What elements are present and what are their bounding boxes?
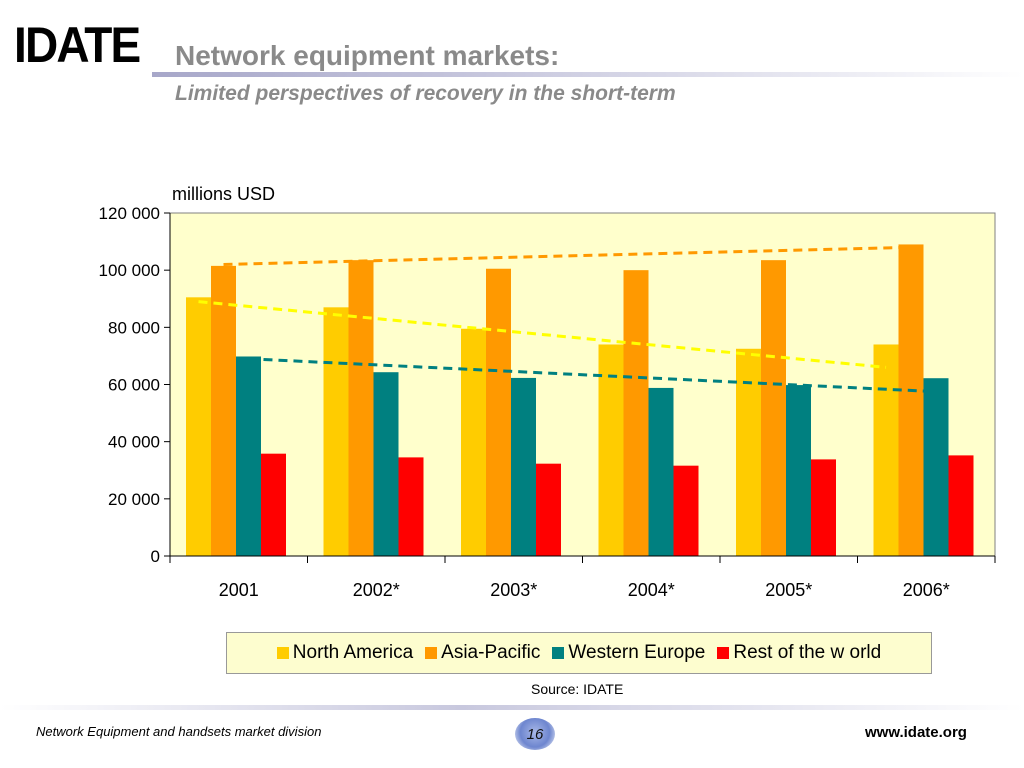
source-note: Source: IDATE [531, 681, 624, 697]
slide-title: Network equipment markets: [175, 40, 560, 71]
bar-rest-of-the-w-orld-5 [948, 455, 974, 556]
legend-swatch [552, 647, 565, 659]
bar-north-america-2 [461, 328, 486, 556]
bar-north-america-1 [323, 307, 349, 556]
legend-label: North America [292, 642, 414, 663]
bar-western-europe-5 [923, 378, 949, 556]
legend-item: North America [276, 642, 414, 664]
x-tick-label: 2004* [628, 580, 675, 600]
y-tick-label: 20 000 [108, 490, 160, 509]
legend-item: Asia-Pacific [425, 642, 540, 664]
bar-asia-pacific-0 [211, 265, 236, 556]
y-tick-label: 100 000 [99, 261, 160, 280]
bar-asia-pacific-5 [898, 244, 924, 557]
plot-area [169, 212, 996, 557]
bar-asia-pacific-2 [486, 268, 511, 556]
legend-swatch [425, 647, 438, 659]
bar-north-america-4 [736, 348, 761, 556]
bar-western-europe-2 [511, 377, 536, 556]
legend-swatch [276, 647, 289, 659]
bar-north-america-3 [598, 344, 624, 556]
bar-north-america-0 [186, 297, 211, 556]
x-tick-label: 2003* [490, 580, 537, 600]
x-tick-label: 2002* [353, 580, 400, 600]
y-tick-label: 60 000 [108, 376, 160, 395]
bar-western-europe-3 [648, 387, 674, 556]
trendline-western-europe [248, 357, 937, 394]
trendline-north-america [198, 300, 887, 369]
y-tick-label: 0 [151, 547, 160, 566]
bar-western-europe-4 [786, 385, 811, 556]
footer-division: Network Equipment and handsets market di… [36, 724, 322, 739]
legend-swatch [717, 647, 730, 659]
bar-western-europe-0 [236, 356, 261, 556]
website-link[interactable]: www.idate.org [865, 724, 967, 741]
y-tick-label: 120 000 [99, 204, 160, 223]
slide-subtitle: Limited perspectives of recovery in the … [175, 82, 676, 105]
bar-chart: 0 20 000 40 000 60 000 80 000 100 000 120 000 2… [99, 184, 996, 600]
bar-asia-pacific-1 [348, 260, 374, 556]
title-rule [152, 72, 1024, 77]
legend-label: Western Europe [568, 642, 706, 663]
x-tick-label: 2006* [903, 580, 950, 600]
page-number: 16 [515, 718, 555, 750]
bar-rest-of-the-w-orld-3 [673, 465, 699, 556]
bar-north-america-5 [873, 344, 899, 556]
bar-rest-of-the-w-orld-0 [261, 453, 286, 556]
bar-asia-pacific-4 [761, 260, 786, 556]
bar-western-europe-1 [373, 372, 399, 556]
x-tick-label: 2005* [765, 580, 812, 600]
bar-rest-of-the-w-orld-1 [398, 457, 424, 556]
chart-legend: North America Asia-Pacific Western Europe R… [226, 632, 932, 674]
idate-logo: IDATE [14, 17, 141, 73]
legend-label: Asia-Pacific [441, 642, 541, 663]
legend-label: Rest of the w orld [733, 642, 882, 663]
y-unit-label: millions USD [172, 184, 275, 204]
trendline-asia-pacific [223, 245, 912, 266]
bar-rest-of-the-w-orld-4 [811, 459, 836, 556]
bar-asia-pacific-3 [623, 270, 649, 556]
footer-rule [0, 705, 1024, 710]
x-tick-label: 2001 [219, 580, 259, 600]
y-tick-label: 80 000 [108, 318, 160, 337]
legend-item: Rest of the w orld [717, 642, 881, 664]
bar-rest-of-the-w-orld-2 [536, 463, 561, 556]
legend-item: Western Europe [552, 642, 705, 664]
y-tick-label: 40 000 [108, 433, 160, 452]
